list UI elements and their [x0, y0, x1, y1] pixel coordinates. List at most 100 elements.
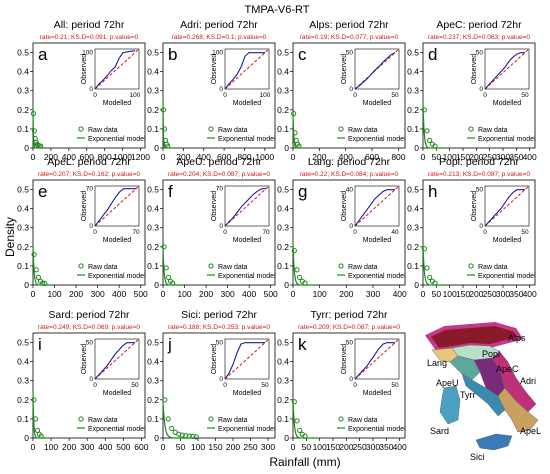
- map-region-apel: [497, 387, 539, 433]
- panel-stats: rate=0.21; KS.D=0.091; p.value=0: [40, 34, 139, 41]
- panel-frame: [422, 42, 536, 149]
- y-tick-label: 0.3: [17, 376, 29, 386]
- inset-y-tick-label: 0: [349, 376, 353, 383]
- inset-y-tick-label: 50: [346, 50, 354, 57]
- map-label-apeu: ApeU: [436, 378, 459, 388]
- y-tick-label: 0.3: [17, 86, 29, 96]
- panel-frame: [32, 179, 146, 286]
- inset-x-label: Modelled: [103, 100, 132, 107]
- raw-point: [292, 130, 298, 136]
- y-tick-label: 0.3: [147, 376, 159, 386]
- inset-frame: [484, 185, 530, 227]
- inset-x-tick-label: 50: [261, 382, 269, 389]
- raw-point: [424, 128, 430, 134]
- y-tick-label: 0: [154, 280, 159, 290]
- panel-title: Sici: period 72hr: [181, 309, 257, 321]
- y-tick-label: 0.1: [147, 124, 159, 134]
- y-tick-label: 0.4: [407, 67, 419, 77]
- inset-x-tick-label: 100: [130, 92, 141, 99]
- legend-raw-label: Raw data: [218, 264, 248, 271]
- inset-x-tick-label: 0: [93, 229, 97, 236]
- panel-frame: [422, 179, 536, 286]
- inset-frame: [94, 48, 140, 90]
- x-tick-label: 50: [432, 289, 442, 299]
- x-tick-label: 100: [177, 289, 191, 299]
- legend-raw-marker: [338, 126, 344, 132]
- italy-map: Alps Popl Lang ApeC Adri ApeU Tyrr Sard …: [424, 321, 541, 462]
- y-tick-label: 0.5: [147, 185, 159, 195]
- x-tick-label: 600: [217, 152, 231, 162]
- x-tick-label: 1000: [113, 152, 132, 162]
- y-tick-label: 0: [284, 433, 289, 443]
- raw-point: [33, 267, 39, 273]
- panel-stats: rate=0.268; KS.D=0.1; p.value=0: [172, 34, 267, 41]
- panel-c: Alps: period 72hr rate=0.19; KS.D=0.077; …: [277, 19, 406, 162]
- y-tick-label: 0.5: [17, 185, 29, 195]
- inset-x-tick-label: 0: [353, 92, 357, 99]
- panel-letter: j: [167, 335, 172, 354]
- x-tick-label: 150: [208, 442, 222, 452]
- y-tick-label: 0.3: [277, 223, 289, 233]
- y-tick-label: 0.2: [147, 395, 159, 405]
- legend-raw-marker: [338, 263, 344, 269]
- map-label-popl: Popl: [482, 349, 500, 359]
- x-tick-label: 100: [191, 442, 205, 452]
- raw-point: [302, 280, 308, 286]
- x-tick-label: 300: [221, 289, 235, 299]
- inset-x-tick-label: 50: [521, 92, 529, 99]
- inset-y-tick-label: 0: [479, 86, 483, 93]
- legend-model-label: Exponential model: [348, 136, 406, 143]
- x-tick-label: 100: [443, 152, 457, 162]
- x-tick-label: 150: [326, 442, 340, 452]
- panel-h: Popl: period 72hr rate=0.213; KS.D=0.087;…: [407, 156, 537, 299]
- inset-frame: [354, 338, 400, 380]
- panel-title: ApeU: period 72hr: [176, 156, 262, 168]
- raw-point: [164, 143, 171, 149]
- x-tick-label: 400: [523, 289, 537, 299]
- y-tick-label: 0.2: [407, 105, 419, 115]
- panel-title: Lang: period 72hr: [308, 156, 391, 168]
- legend-model-label: Exponential model: [88, 273, 146, 280]
- raw-point: [421, 246, 427, 252]
- y-tick-label: 0: [24, 143, 29, 153]
- raw-point: [186, 433, 192, 439]
- y-tick-label: 0.3: [17, 223, 29, 233]
- x-tick-label: 100: [313, 289, 327, 299]
- legend-model-label: Exponential model: [348, 426, 406, 433]
- panel-f: ApeU: period 72hr rate=0.204; KS.D=0.087;…: [147, 156, 278, 299]
- x-tick-label: 400: [62, 152, 76, 162]
- inset-x-label: Modelled: [363, 390, 392, 397]
- y-tick-label: 0.2: [407, 242, 419, 252]
- inset-y-label: Observed: [341, 344, 348, 374]
- y-tick-label: 0.5: [277, 48, 289, 58]
- x-tick-label: 100: [443, 289, 457, 299]
- x-tick-label: 200: [339, 289, 353, 299]
- x-tick-label: 150: [456, 289, 470, 299]
- inset-y-tick-label: 50: [476, 187, 484, 194]
- x-tick-label: 800: [237, 152, 251, 162]
- legend-raw-marker: [78, 263, 84, 269]
- raw-point: [31, 397, 37, 403]
- y-tick-label: 0.2: [17, 105, 29, 115]
- x-tick-label: 300: [366, 442, 380, 452]
- model-curve: [422, 244, 447, 286]
- inset-x-tick-label: 100: [260, 92, 271, 99]
- y-tick-label: 0.1: [277, 124, 289, 134]
- y-tick-label: 0.1: [407, 124, 419, 134]
- x-tick-label: 400: [112, 289, 126, 299]
- inset-observed-line: [94, 188, 137, 227]
- legend-raw-label: Raw data: [478, 264, 508, 271]
- inset-frame: [484, 48, 530, 90]
- y-tick-label: 0.2: [147, 242, 159, 252]
- x-tick-label: 250: [483, 152, 497, 162]
- model-curve: [162, 402, 195, 439]
- panel-frame: [162, 332, 276, 439]
- inset-observed-line: [94, 50, 136, 90]
- legend-raw-label: Raw data: [88, 264, 118, 271]
- panel-e: ApeL: period 72hr rate=0.207; KS.D=0.162;…: [17, 156, 148, 299]
- legend-raw-marker: [208, 263, 214, 269]
- inset-x-label: Modelled: [233, 237, 262, 244]
- x-tick-label: 350: [509, 152, 523, 162]
- legend-model-label: Exponential model: [218, 136, 276, 143]
- raw-point: [38, 433, 44, 439]
